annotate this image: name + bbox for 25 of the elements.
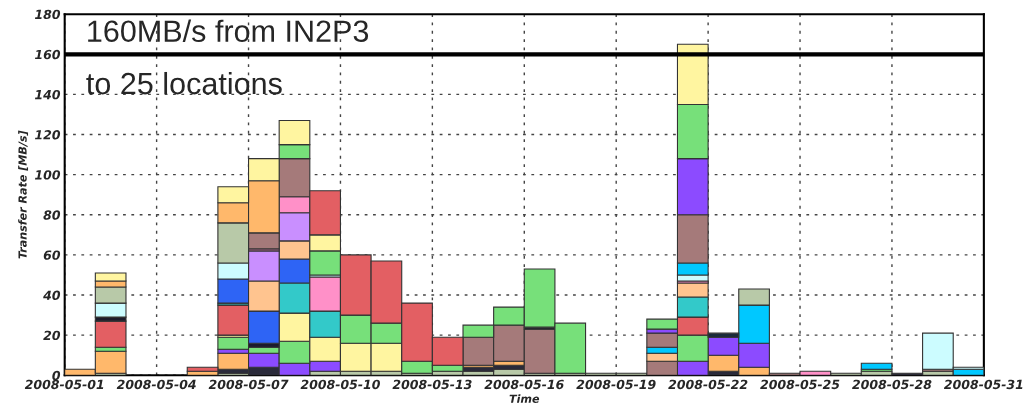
y-tick-label: 40 [43,290,61,300]
annotation: 160MB/s from IN2P3 [88,19,369,43]
y-tick-label: 20 [43,330,61,341]
y-tick-label: 60 [43,250,61,260]
y-tick-label: 180 [34,9,61,20]
x-tick-label: 2008-05-19 [576,379,656,390]
x-tick-label: 2008-05-04 [116,379,196,390]
y-tick-label: 160 [34,49,61,60]
x-tick-label: 2008-05-25 [760,379,840,390]
y-tick-label: 140 [34,89,61,100]
x-axis-title: Time [509,394,540,403]
annotation: to 25 locations [86,71,282,95]
x-tick-label: 2008-05-01 [24,379,104,390]
y-tick-label: 80 [43,210,61,220]
x-tick-label: 2008-05-10 [300,379,380,390]
y-tick-label: 120 [34,130,61,140]
y-tick-label: 100 [34,170,61,180]
y-tick-label: 0 [52,370,61,381]
x-tick-label: 2008-05-28 [852,379,932,390]
x-tick-label: 2008-05-13 [392,379,472,390]
y-axis-title: Transfer Rate [MB/s] [18,130,29,259]
x-tick-label: 2008-05-07 [208,379,289,390]
x-tick-label: 2008-05-31 [943,379,1023,390]
x-tick-label: 2008-05-16 [484,379,564,390]
x-tick-label: 2008-05-22 [668,379,748,390]
